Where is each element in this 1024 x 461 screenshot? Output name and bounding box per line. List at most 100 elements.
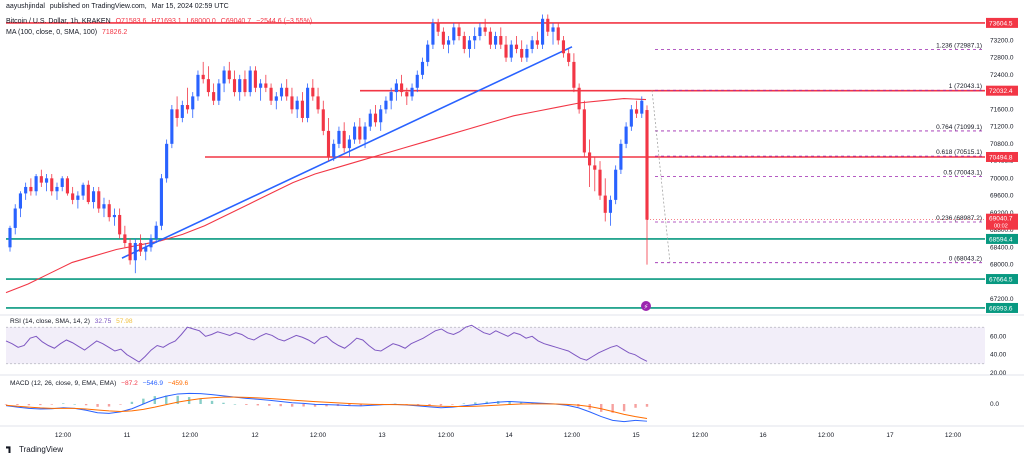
macd-histogram-bar bbox=[508, 401, 511, 404]
author-name: aayushjindal bbox=[6, 3, 45, 10]
candle-body bbox=[556, 27, 560, 41]
macd-histogram-bar bbox=[428, 404, 431, 406]
candle-body bbox=[18, 193, 23, 209]
candle-body bbox=[206, 79, 210, 93]
candle-body bbox=[279, 87, 284, 97]
candle-body bbox=[332, 143, 336, 157]
horizontal-level-label: 72032.4 bbox=[989, 88, 1013, 95]
macd-histogram-bar bbox=[256, 404, 260, 406]
candle-body bbox=[525, 48, 529, 58]
candle-body bbox=[379, 109, 383, 123]
rsi-line bbox=[5, 324, 648, 363]
candle-body bbox=[457, 27, 461, 37]
macd-histogram-bar bbox=[359, 404, 363, 406]
published-prefix: published on TradingView.com, bbox=[49, 3, 147, 10]
candle-body bbox=[619, 143, 623, 170]
candle-body bbox=[316, 96, 320, 110]
macd-histogram-bar bbox=[485, 401, 488, 404]
macd-histogram-bar bbox=[462, 403, 466, 404]
time-axis-tick: 12:00 bbox=[438, 432, 455, 439]
rsi-value: 32.75 bbox=[94, 318, 112, 325]
candle-body bbox=[107, 204, 111, 218]
candle-body bbox=[598, 169, 602, 196]
price-axis-tick: 68000.0 bbox=[990, 262, 1014, 269]
candle-body bbox=[462, 36, 466, 49]
macd-histogram-bar bbox=[62, 403, 65, 404]
candle-body bbox=[60, 178, 64, 187]
footer-brand[interactable]: TradingView bbox=[6, 445, 63, 454]
macd-line bbox=[5, 392, 648, 423]
price-axis-tick: 72400.0 bbox=[990, 72, 1014, 79]
macd-histogram-bar bbox=[39, 404, 42, 406]
candle-body bbox=[353, 126, 357, 140]
symbol-title[interactable]: Bitcoin / U.S. Dollar, 1h, KRAKEN bbox=[6, 18, 111, 25]
ma-value: 71826.2 bbox=[102, 29, 128, 36]
candle-body bbox=[373, 113, 378, 123]
candle-body bbox=[102, 204, 106, 209]
ma-legend[interactable]: MA (100, close, 0, SMA, 100) 71826.2 bbox=[6, 29, 130, 36]
candle-body bbox=[624, 126, 628, 144]
rsi-legend[interactable]: RSI (14, close, SMA, 14, 2) 32.75 57.98 bbox=[10, 318, 136, 325]
ma-label: MA (100, close, 0, SMA, 100) bbox=[6, 29, 98, 36]
candle-body bbox=[196, 74, 200, 97]
candle-body bbox=[645, 110, 649, 220]
time-axis-tick: 16 bbox=[759, 432, 767, 439]
rsi-axis-tick: 60.00 bbox=[990, 333, 1007, 340]
candle-body bbox=[128, 243, 132, 261]
candle-body bbox=[238, 79, 242, 93]
candle-body bbox=[326, 130, 331, 157]
time-axis-tick: 12 bbox=[251, 432, 259, 439]
price-axis-tick: 69200.0 bbox=[990, 210, 1014, 217]
rsi-band bbox=[6, 327, 985, 364]
candle-body bbox=[222, 70, 226, 84]
macd-histogram-bar bbox=[130, 401, 134, 404]
macd-legend[interactable]: MACD (12, 26, close, 9, EMA, EMA) −87.2 … bbox=[10, 380, 191, 387]
candle-body bbox=[248, 70, 252, 93]
candle-body bbox=[232, 79, 237, 93]
candle-body bbox=[447, 40, 451, 45]
fib-level-label: 1 (72043.1) bbox=[949, 83, 982, 90]
macd-histogram-bar bbox=[107, 404, 111, 407]
candle-body bbox=[138, 243, 143, 252]
time-axis-tick: 12:00 bbox=[564, 432, 581, 439]
candle-body bbox=[593, 165, 597, 170]
macd-histogram-bar bbox=[439, 404, 443, 406]
candle-body bbox=[520, 48, 524, 58]
candle-body bbox=[123, 234, 127, 244]
horizontal-level-badge bbox=[986, 85, 1018, 96]
candle-body bbox=[39, 176, 43, 183]
candle-body bbox=[467, 40, 472, 49]
macd-histogram-bar bbox=[313, 404, 317, 407]
price-axis-tick: 72800.0 bbox=[990, 55, 1014, 62]
candle-body bbox=[311, 87, 315, 97]
candle-body bbox=[44, 178, 49, 183]
rsi-value-2: 57.98 bbox=[116, 318, 133, 325]
macd-histogram-bar bbox=[290, 404, 294, 407]
candle-body bbox=[253, 70, 257, 88]
price-axis-tick: 67200.0 bbox=[990, 296, 1014, 303]
candle-body bbox=[269, 87, 273, 101]
candle-body bbox=[227, 70, 231, 80]
candle-body bbox=[118, 214, 122, 235]
candle-body bbox=[97, 191, 101, 209]
candle-body bbox=[159, 178, 163, 226]
rsi-axis-tick: 40.00 bbox=[990, 352, 1007, 359]
candle-body bbox=[337, 130, 341, 144]
macd-signal-line bbox=[5, 396, 648, 419]
candle-body bbox=[300, 100, 304, 118]
candle-body bbox=[243, 79, 247, 93]
last-price-label: 69040.7 bbox=[989, 216, 1013, 223]
macd-histogram-bar bbox=[245, 404, 248, 405]
chart-header-line-1: aayushjindal published on TradingView.co… bbox=[6, 3, 232, 10]
price-axis-tick: 70800.0 bbox=[990, 141, 1014, 148]
ohlc-change: −2544.6 (−3.55%) bbox=[256, 18, 313, 25]
candle-body bbox=[431, 23, 435, 45]
candle-body bbox=[71, 193, 75, 200]
candle-body bbox=[13, 208, 17, 228]
candle-body bbox=[165, 143, 169, 179]
candle-body bbox=[347, 139, 351, 149]
time-axis-tick: 15 bbox=[632, 432, 640, 439]
price-axis-tick: 68400.0 bbox=[990, 244, 1014, 251]
